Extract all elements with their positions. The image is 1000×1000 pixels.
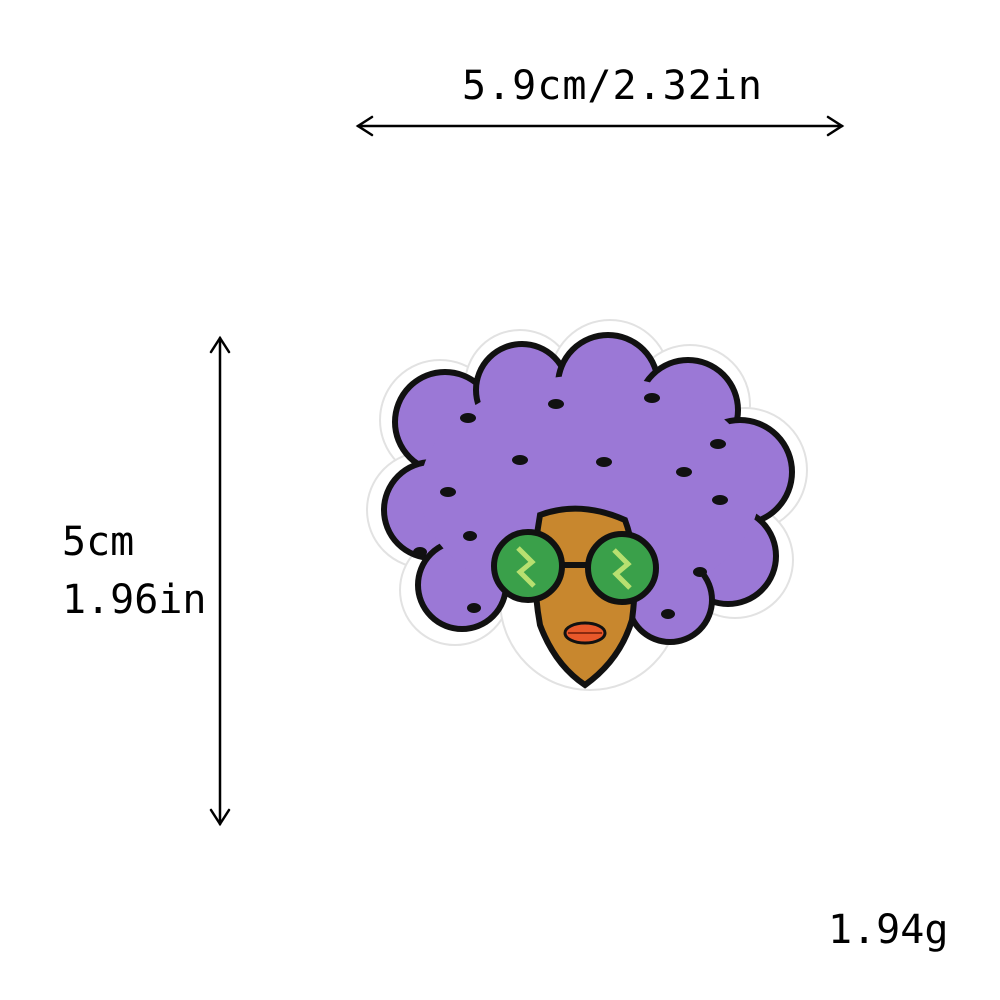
patch-lips (563, 621, 607, 645)
width-arrow (355, 115, 845, 137)
weight-label: 1.94g (828, 907, 949, 953)
patch-glasses (491, 529, 659, 605)
height-in-label: 1.96in (62, 577, 207, 623)
hair-dots (413, 393, 728, 619)
height-cm-label: 5cm (62, 519, 135, 565)
height-arrow (209, 335, 231, 827)
width-dimension-label: 5.9cm/2.32in (462, 63, 763, 109)
